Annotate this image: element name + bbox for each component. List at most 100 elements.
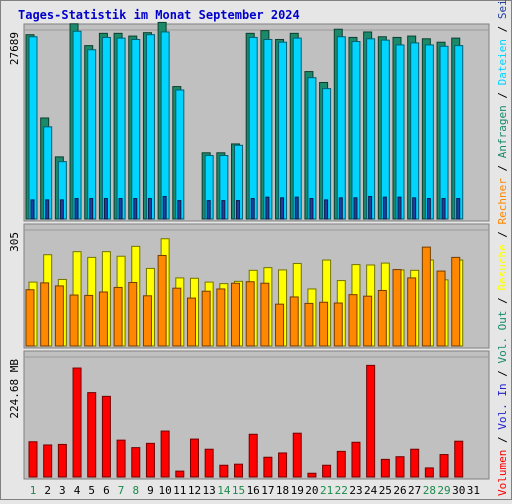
bar-rechner-day-18 — [275, 303, 285, 347]
bar-seiten-day-17 — [265, 196, 270, 220]
bar-rechner-day-27 — [407, 277, 417, 347]
bar-volumen-day-30 — [454, 440, 464, 478]
bar-rechner-day-9 — [142, 295, 152, 347]
legend-item-seiten: Seiten — [496, 0, 509, 19]
bar-dateien-day-24 — [366, 38, 376, 220]
x-tick-label: 2 — [44, 484, 51, 497]
x-tick-label: 22 — [335, 484, 348, 497]
x-tick-label: 31 — [467, 484, 480, 497]
bar-dateien-day-16 — [248, 36, 258, 220]
x-tick-label: 29 — [437, 484, 450, 497]
bar-rechner-day-14 — [216, 288, 226, 347]
bar-dateien-day-26 — [395, 44, 405, 220]
bar-volumen-day-23 — [351, 441, 361, 478]
legend-separator: / — [496, 158, 509, 178]
legend-item-volumen: Volumen — [496, 450, 509, 496]
legend: Volumen / Vol. In / Vol. Out / Besuche /… — [496, 0, 509, 496]
bar-seiten-day-23 — [353, 197, 358, 220]
bar-volumen-day-3 — [57, 443, 67, 478]
bar-dateien-day-19 — [292, 37, 302, 220]
bar-volumen-day-17 — [263, 456, 273, 478]
bar-seiten-day-29 — [441, 198, 446, 220]
x-tick-label: 17 — [261, 484, 274, 497]
bar-seiten-day-16 — [250, 198, 255, 220]
legend-separator: / — [496, 19, 509, 39]
bar-seiten-day-9 — [147, 198, 152, 220]
bar-dateien-day-1 — [28, 36, 38, 220]
bar-volumen-day-21 — [322, 464, 332, 478]
x-tick-label: 1 — [30, 484, 37, 497]
y-tick-label: 305 — [8, 232, 21, 252]
x-tick-label: 25 — [379, 484, 392, 497]
x-tick-label: 3 — [59, 484, 66, 497]
bar-rechner-day-5 — [84, 294, 94, 347]
bar-volumen-day-27 — [410, 448, 420, 478]
bar-rechner-day-28 — [421, 246, 431, 347]
bar-volumen-day-6 — [101, 395, 111, 478]
bar-dateien-day-29 — [439, 45, 449, 220]
bar-volumen-day-5 — [87, 392, 97, 478]
bar-dateien-day-27 — [410, 42, 420, 220]
legend-separator: / — [496, 364, 509, 384]
x-tick-label: 13 — [203, 484, 216, 497]
bar-rechner-day-8 — [128, 281, 138, 347]
bar-volumen-day-28 — [424, 467, 434, 478]
bar-dateien-day-5 — [87, 49, 97, 220]
bar-rechner-day-22 — [333, 302, 343, 347]
bar-volumen-day-10 — [160, 430, 170, 478]
bar-dateien-day-8 — [131, 38, 141, 220]
bar-seiten-day-24 — [368, 195, 373, 220]
bar-seiten-day-3 — [59, 199, 64, 220]
bar-rechner-day-23 — [348, 294, 358, 347]
bar-dateien-day-7 — [116, 37, 126, 220]
legend-separator: / — [496, 291, 509, 311]
x-tick-label: 12 — [188, 484, 201, 497]
bar-volumen-day-9 — [145, 442, 155, 478]
bar-rechner-day-15 — [231, 282, 241, 347]
bar-dateien-day-10 — [160, 31, 170, 220]
bar-rechner-day-2 — [40, 282, 50, 347]
bar-rechner-day-11 — [172, 287, 182, 347]
x-tick-label: 20 — [305, 484, 318, 497]
bar-dateien-day-25 — [380, 39, 390, 220]
bar-seiten-day-13 — [206, 200, 211, 220]
bar-seiten-day-6 — [103, 198, 108, 220]
bar-seiten-day-5 — [89, 198, 94, 220]
bar-rechner-day-29 — [436, 270, 446, 347]
bar-rechner-day-1 — [25, 289, 35, 347]
y-tick-label: 27689 — [8, 32, 21, 65]
x-tick-label: 18 — [276, 484, 289, 497]
x-tick-label: 19 — [291, 484, 304, 497]
legend-item-besuche: Besuche — [496, 244, 509, 290]
x-tick-label: 9 — [147, 484, 154, 497]
legend-item-vol-out: Vol. Out — [496, 311, 509, 364]
bar-seiten-day-26 — [397, 196, 402, 220]
legend-separator: / — [496, 224, 509, 244]
bar-volumen-day-11 — [175, 470, 185, 478]
bar-volumen-day-12 — [189, 438, 199, 478]
bar-rechner-day-10 — [157, 254, 167, 347]
bar-rechner-day-4 — [69, 294, 79, 347]
bar-seiten-day-15 — [236, 200, 241, 220]
bar-rechner-day-20 — [304, 302, 314, 347]
x-tick-label: 15 — [232, 484, 245, 497]
bar-volumen-day-8 — [131, 447, 141, 478]
bar-seiten-day-28 — [426, 198, 431, 220]
bar-seiten-day-4 — [74, 198, 79, 220]
bar-volumen-day-26 — [395, 456, 405, 478]
bar-rechner-day-24 — [363, 295, 373, 347]
bar-volumen-day-15 — [234, 463, 244, 478]
bar-seiten-day-22 — [338, 197, 343, 220]
legend-item-vol-in: Vol. In — [496, 383, 509, 429]
bar-seiten-day-30 — [456, 198, 461, 220]
chart-title: Tages-Statistik im Monat September 2024 — [18, 8, 300, 22]
panel-2: 305 — [8, 223, 490, 349]
bar-seiten-day-1 — [30, 199, 35, 220]
x-tick-label: 27 — [408, 484, 421, 497]
bar-dateien-day-4 — [72, 30, 82, 220]
bar-seiten-day-7 — [118, 198, 123, 220]
bar-dateien-day-18 — [278, 41, 288, 220]
legend-item-dateien: Dateien — [496, 39, 509, 85]
legend-separator: / — [496, 430, 509, 450]
